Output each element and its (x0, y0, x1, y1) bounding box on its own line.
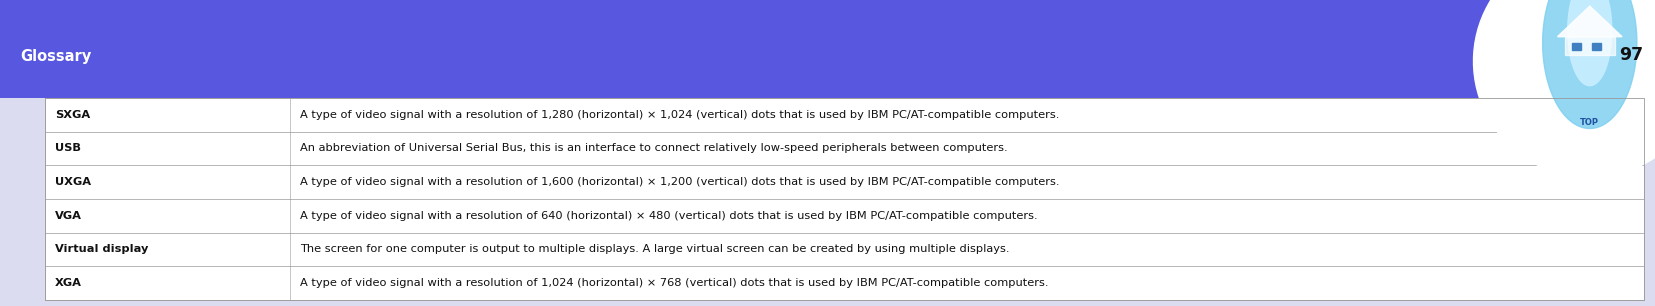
Bar (45, 165, 1643, 199)
Bar (45, 199, 1643, 233)
Text: Virtual display: Virtual display (55, 244, 147, 254)
Bar (45, 98, 1643, 300)
Text: A type of video signal with a resolution of 640 (horizontal) × 480 (vertical) do: A type of video signal with a resolution… (300, 211, 1036, 221)
Polygon shape (1590, 43, 1600, 50)
Bar (45, 233, 1643, 266)
Text: UXGA: UXGA (55, 177, 91, 187)
Polygon shape (1567, 0, 1610, 86)
Polygon shape (1564, 37, 1614, 55)
Polygon shape (1572, 43, 1581, 50)
Text: A type of video signal with a resolution of 1,600 (horizontal) × 1,200 (vertical: A type of video signal with a resolution… (300, 177, 1059, 187)
Text: 97: 97 (1619, 46, 1643, 64)
Text: Glossary: Glossary (20, 49, 91, 64)
Polygon shape (1542, 0, 1635, 129)
Text: A type of video signal with a resolution of 1,280 (horizontal) × 1,024 (vertical: A type of video signal with a resolution… (300, 110, 1059, 120)
Text: USB: USB (55, 144, 81, 153)
Text: XGA: XGA (55, 278, 81, 288)
Bar (45, 132, 1643, 165)
Text: A type of video signal with a resolution of 1,024 (horizontal) × 768 (vertical) : A type of video signal with a resolution… (300, 278, 1048, 288)
Polygon shape (1473, 0, 1655, 177)
Text: The screen for one computer is output to multiple displays. A large virtual scre: The screen for one computer is output to… (300, 244, 1008, 254)
Text: An abbreviation of Universal Serial Bus, this is an interface to connect relativ: An abbreviation of Universal Serial Bus,… (300, 144, 1006, 153)
Bar (45, 266, 1643, 300)
Text: VGA: VGA (55, 211, 81, 221)
Text: TOP: TOP (1579, 118, 1599, 127)
Polygon shape (1556, 6, 1620, 37)
Bar (0, 76, 1655, 98)
Text: SXGA: SXGA (55, 110, 89, 120)
Bar (45, 98, 1643, 132)
Bar (0, 0, 1655, 76)
